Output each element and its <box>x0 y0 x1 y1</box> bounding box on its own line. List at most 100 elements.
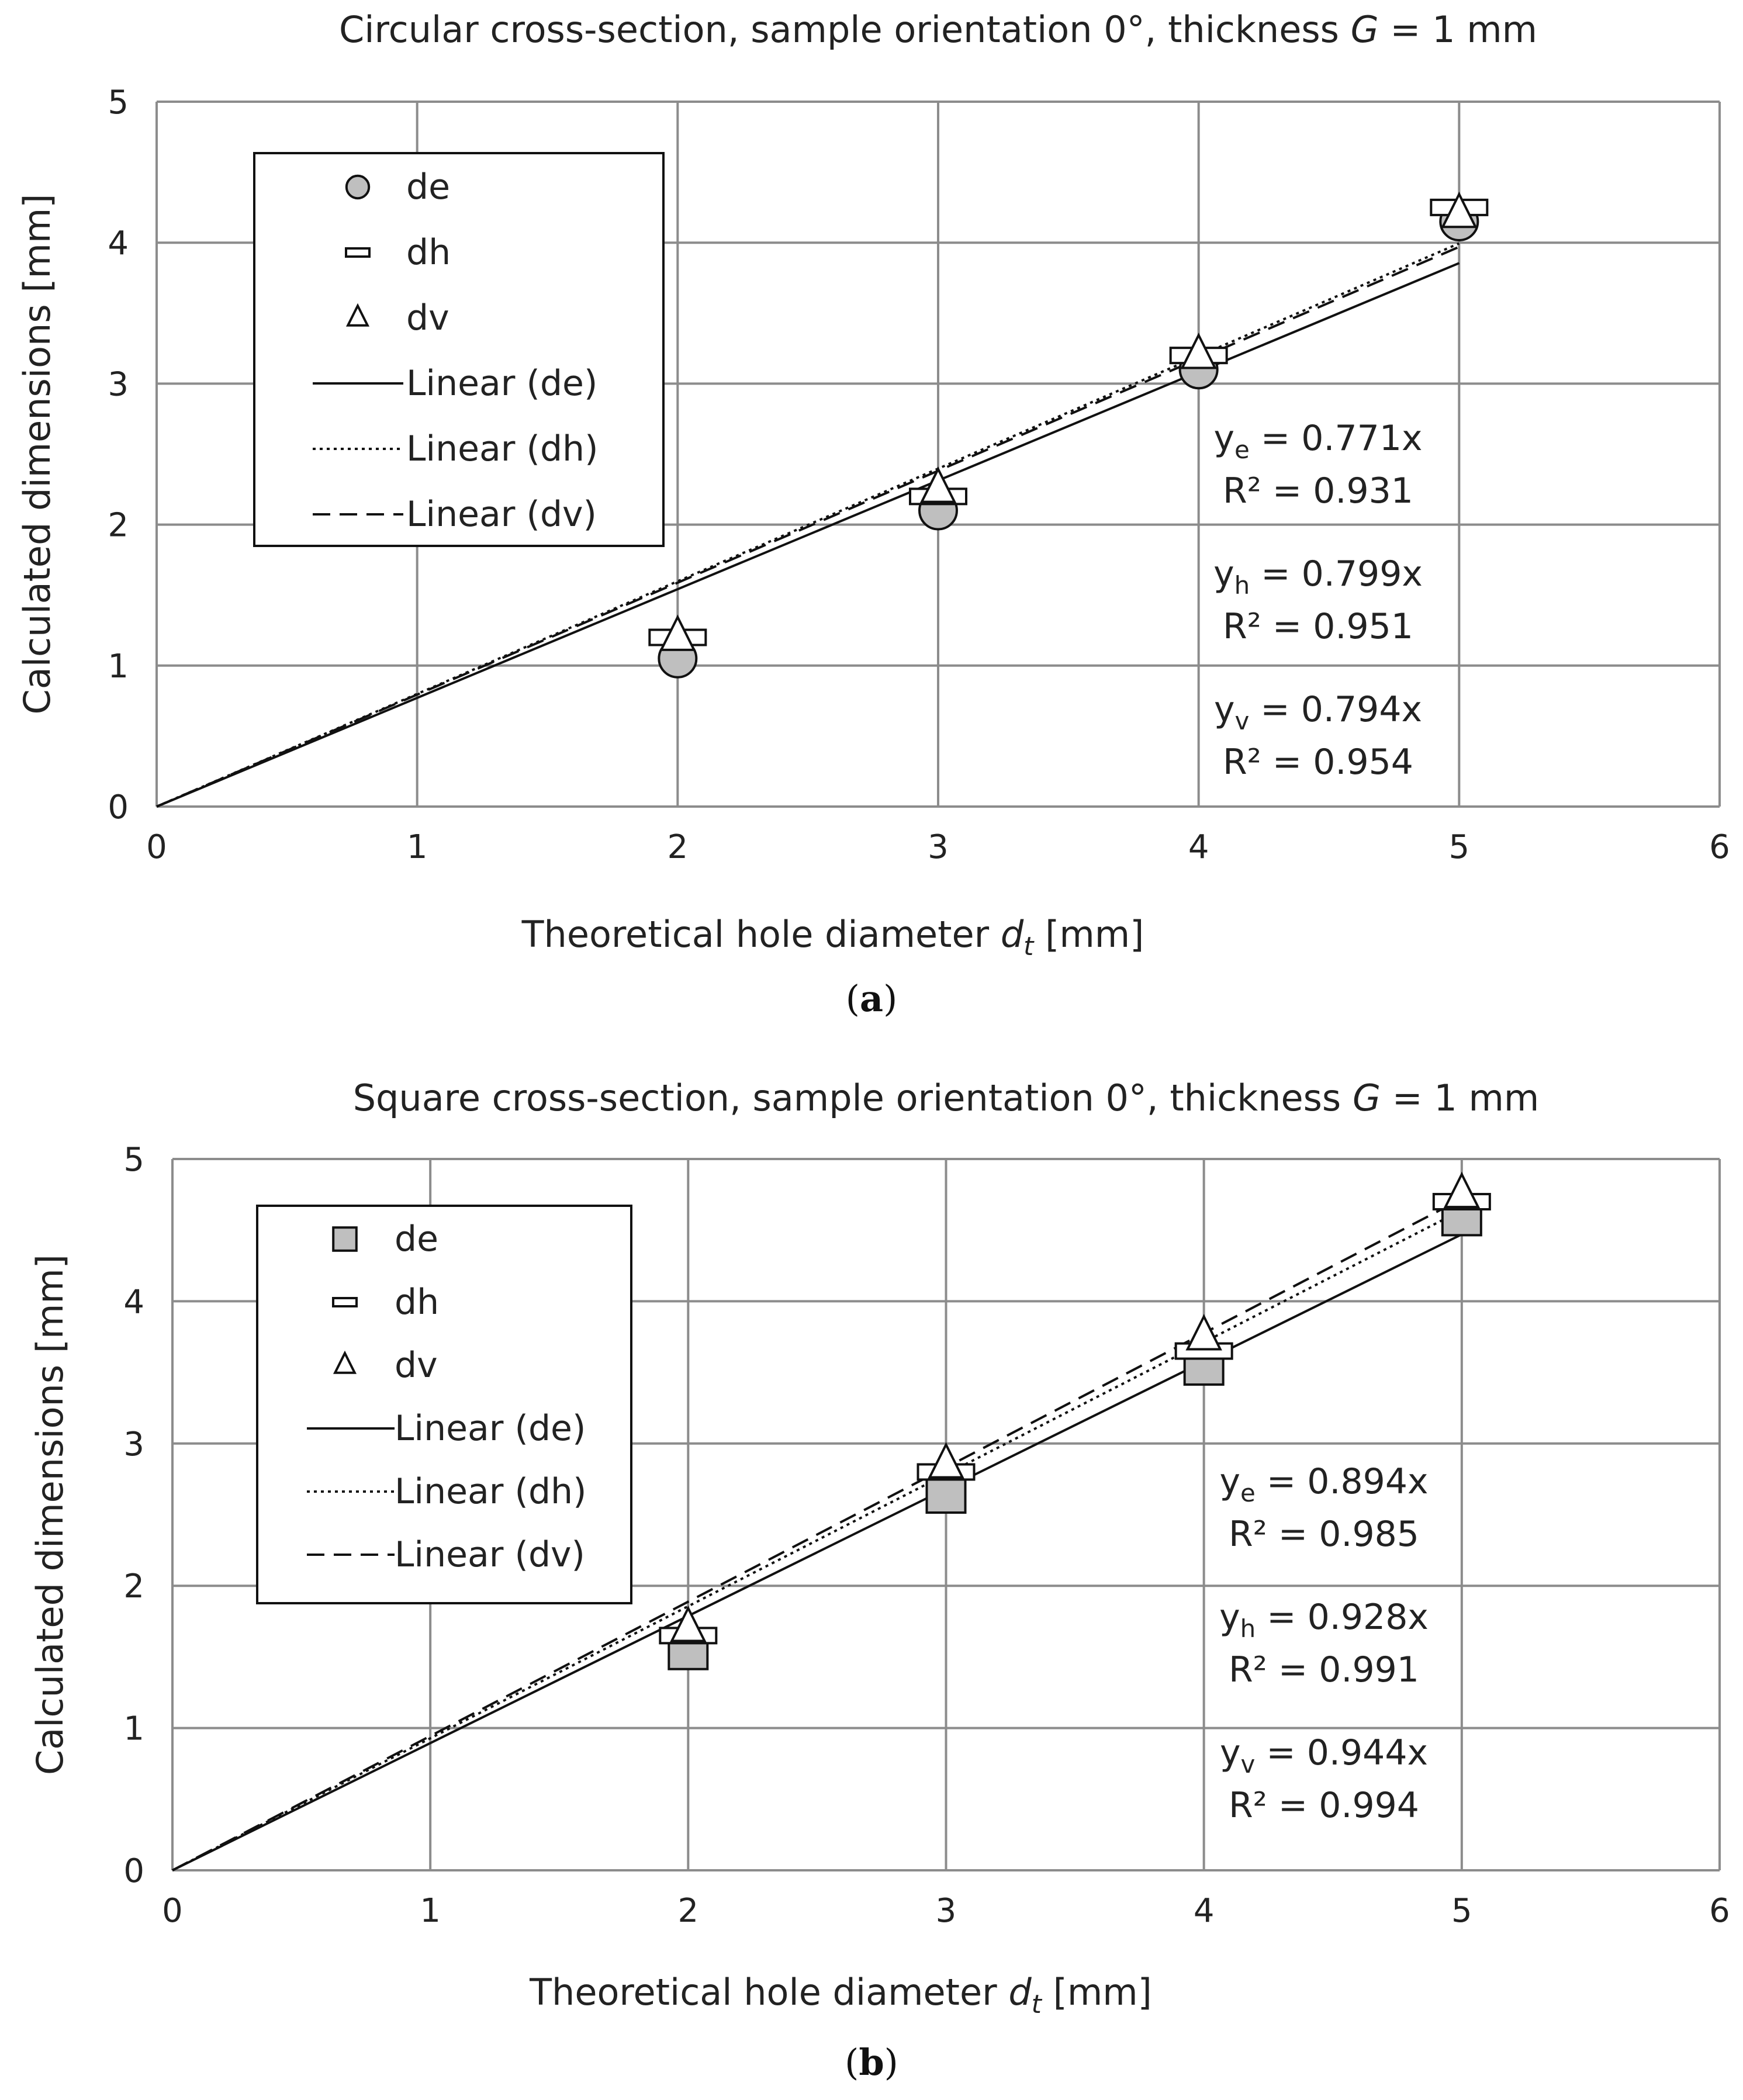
y-axis-label: Calculated dimensions [mm] <box>29 1254 71 1775</box>
y-tick-label: 5 <box>123 1141 144 1179</box>
x-axis-label-text: Theoretical hole diameter <box>529 1971 1008 2013</box>
y-tick-label: 0 <box>123 1852 144 1890</box>
data-point-dv <box>1441 191 1478 229</box>
r-squared-label: R² = 0.954 <box>1223 742 1413 783</box>
y-tick-label: 2 <box>123 1568 144 1606</box>
x-tick-label: 4 <box>1194 1892 1215 1930</box>
trendline-dotted <box>156 242 1460 808</box>
equation-text: = 0.894x <box>1256 1461 1429 1502</box>
chart-title: Square cross-section, sample orientation… <box>353 1077 1540 1119</box>
equation-y: y <box>1213 553 1234 594</box>
x-axis-label-suffix: [mm] <box>1033 913 1144 956</box>
chart-title-var: G <box>1353 1077 1381 1119</box>
caption-label: a <box>860 977 883 1020</box>
chart-title-text: Square cross-section, sample orientation… <box>353 1077 1353 1119</box>
legend-symbol-de <box>345 174 371 200</box>
equation-text: = 0.794x <box>1249 689 1422 730</box>
r-squared-label: R² = 0.991 <box>1229 1649 1419 1690</box>
legend-box <box>256 1205 632 1604</box>
equation-subscript: e <box>1234 435 1250 464</box>
legend: de dh dv Linear (de) Linear (dh) Linear (dv) <box>256 1205 632 1604</box>
chart-title: Circular cross-section, sample orientati… <box>339 8 1537 51</box>
x-tick-label: 2 <box>678 1892 699 1930</box>
r-squared-label: R² = 0.931 <box>1223 470 1413 511</box>
r-squared-label: R² = 0.951 <box>1223 606 1413 647</box>
legend-label-trendline: Linear (dh) <box>395 1471 586 1512</box>
legend-symbol-dh <box>345 247 371 258</box>
chart-title-text: Circular cross-section, sample orientati… <box>339 8 1351 51</box>
x-tick-label: 4 <box>1188 828 1209 866</box>
x-axis-label-text: Theoretical hole diameter <box>521 913 1001 956</box>
equation-subscript: v <box>1240 1750 1255 1779</box>
legend-symbol-dv <box>333 1350 357 1374</box>
equation-y: y <box>1220 1732 1241 1773</box>
x-axis-label: Theoretical hole diameter dt [mm] <box>521 913 1144 961</box>
data-point-dv <box>1443 1171 1481 1209</box>
r-squared-label: R² = 0.994 <box>1229 1785 1419 1826</box>
equation-label: yv = 0.944x <box>1220 1732 1428 1779</box>
legend-label-dv: dv <box>395 1345 438 1386</box>
chart-title-suffix: = 1 mm <box>1381 1077 1539 1119</box>
legend-label-trendline: Linear (dh) <box>406 428 598 469</box>
legend-symbol-dv <box>345 303 370 327</box>
legend-label-dv: dv <box>406 297 449 338</box>
caption-paren-close: ) <box>883 977 897 1020</box>
chart-title-var: G <box>1351 8 1379 51</box>
x-tick-label: 5 <box>1449 828 1470 866</box>
x-axis-label-suffix: [mm] <box>1042 1971 1152 2013</box>
y-axis-label: Calculated dimensions [mm] <box>16 194 58 715</box>
legend-label-trendline: Linear (dv) <box>395 1534 585 1575</box>
data-point-dv <box>1185 1314 1222 1351</box>
chart-b: Square cross-section, sample orientation… <box>29 1077 1730 2084</box>
series-dh <box>659 1193 1491 1645</box>
x-tick-label: 0 <box>146 828 167 866</box>
chart-a: Circular cross-section, sample orientati… <box>16 8 1730 1020</box>
caption-label: b <box>859 2041 884 2084</box>
x-tick-label: 6 <box>1709 828 1730 866</box>
y-tick-label: 2 <box>108 507 129 545</box>
x-tick-label: 1 <box>420 1892 441 1930</box>
y-tick-label: 3 <box>123 1426 144 1464</box>
legend-label-trendline: Linear (de) <box>395 1408 586 1449</box>
trendline-dashed <box>172 1198 1462 1871</box>
caption-paren-close: ) <box>884 2041 898 2084</box>
equation-label: ye = 0.771x <box>1213 418 1422 464</box>
trendline-dashed <box>156 245 1460 808</box>
legend-label-de: de <box>406 167 450 207</box>
x-axis-label-var: d <box>1001 913 1024 956</box>
equation-label: yh = 0.928x <box>1219 1597 1429 1643</box>
x-tick-label: 3 <box>928 828 949 866</box>
y-tick-label: 4 <box>108 224 129 262</box>
x-tick-label: 6 <box>1709 1892 1730 1930</box>
equation-label: yv = 0.794x <box>1214 689 1422 735</box>
equation-label: yh = 0.799x <box>1213 553 1423 600</box>
legend-symbol-de <box>332 1226 358 1252</box>
legend-label-trendline: Linear (de) <box>406 363 597 404</box>
trendline-dotted <box>172 1209 1462 1871</box>
data-point-dv <box>919 466 957 503</box>
equation-y: y <box>1219 1597 1240 1638</box>
y-tick-label: 1 <box>108 648 129 686</box>
x-tick-label: 2 <box>668 828 689 866</box>
x-tick-label: 1 <box>407 828 428 866</box>
x-axis-label-sub: t <box>1023 932 1035 961</box>
legend-label-dh: dh <box>395 1282 439 1323</box>
legend: de dh dv Linear (de) Linear (dh) Linear (dv) <box>253 152 665 547</box>
equation-subscript: e <box>1240 1479 1256 1507</box>
y-tick-label: 4 <box>123 1283 144 1321</box>
caption-paren-open: ( <box>845 2041 859 2084</box>
y-tick-label: 3 <box>108 365 129 403</box>
x-axis-label: Theoretical hole diameter dt [mm] <box>529 1971 1152 2019</box>
trendline-solid <box>172 1233 1462 1871</box>
data-point-dv <box>659 614 696 651</box>
equation-text: = 0.771x <box>1250 418 1423 459</box>
equation-text: = 0.799x <box>1250 553 1423 594</box>
equation-subscript: h <box>1240 1614 1256 1643</box>
equation-y: y <box>1213 418 1234 459</box>
r-squared-label: R² = 0.985 <box>1229 1514 1419 1555</box>
caption-paren-open: ( <box>846 977 860 1020</box>
trendline-solid <box>156 262 1460 808</box>
y-tick-label: 5 <box>108 84 129 122</box>
x-tick-label: 3 <box>936 1892 957 1930</box>
equation-y: y <box>1219 1461 1240 1502</box>
